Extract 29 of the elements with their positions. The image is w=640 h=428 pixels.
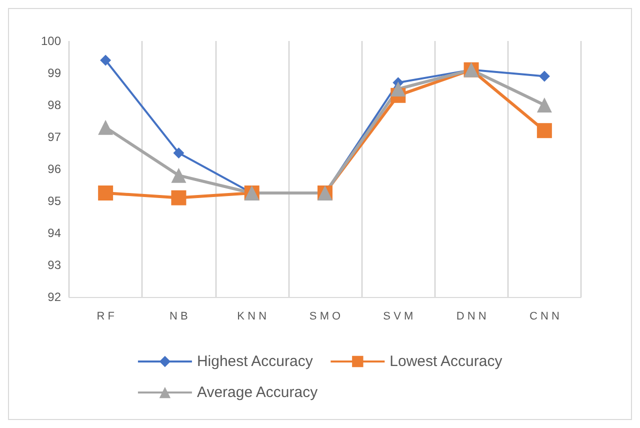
x-tick-label: S M O xyxy=(309,310,342,322)
y-tick-label: 94 xyxy=(48,226,62,240)
x-tick-label: S V M xyxy=(383,310,414,322)
y-tick-label: 98 xyxy=(48,98,62,112)
legend-label: Highest Accuracy xyxy=(196,353,314,370)
legend-label: Lowest Accuracy xyxy=(390,353,503,370)
x-tick-label: N B xyxy=(170,310,188,322)
legend-label: Average Accuracy xyxy=(196,384,318,401)
x-tick-label: R F xyxy=(96,310,115,322)
y-tick-label: 96 xyxy=(48,162,62,176)
y-tick-label: 95 xyxy=(48,194,62,208)
point xyxy=(538,70,550,82)
y-tick-label: 99 xyxy=(48,66,62,80)
y-tick-label: 92 xyxy=(48,290,62,304)
point xyxy=(390,82,406,96)
x-tick-label: K N N xyxy=(237,310,267,322)
y-tick-label: 93 xyxy=(48,258,62,272)
point xyxy=(536,98,552,112)
x-tick-label: C N N xyxy=(529,310,560,322)
point xyxy=(536,123,552,138)
point xyxy=(173,148,184,158)
point xyxy=(171,190,186,206)
point xyxy=(100,54,112,66)
x-tick-label: D N N xyxy=(456,310,486,322)
y-tick-label: 97 xyxy=(48,130,62,144)
point xyxy=(98,120,114,135)
point xyxy=(98,186,114,200)
point xyxy=(171,168,186,183)
y-tick-label: 100 xyxy=(40,34,62,48)
